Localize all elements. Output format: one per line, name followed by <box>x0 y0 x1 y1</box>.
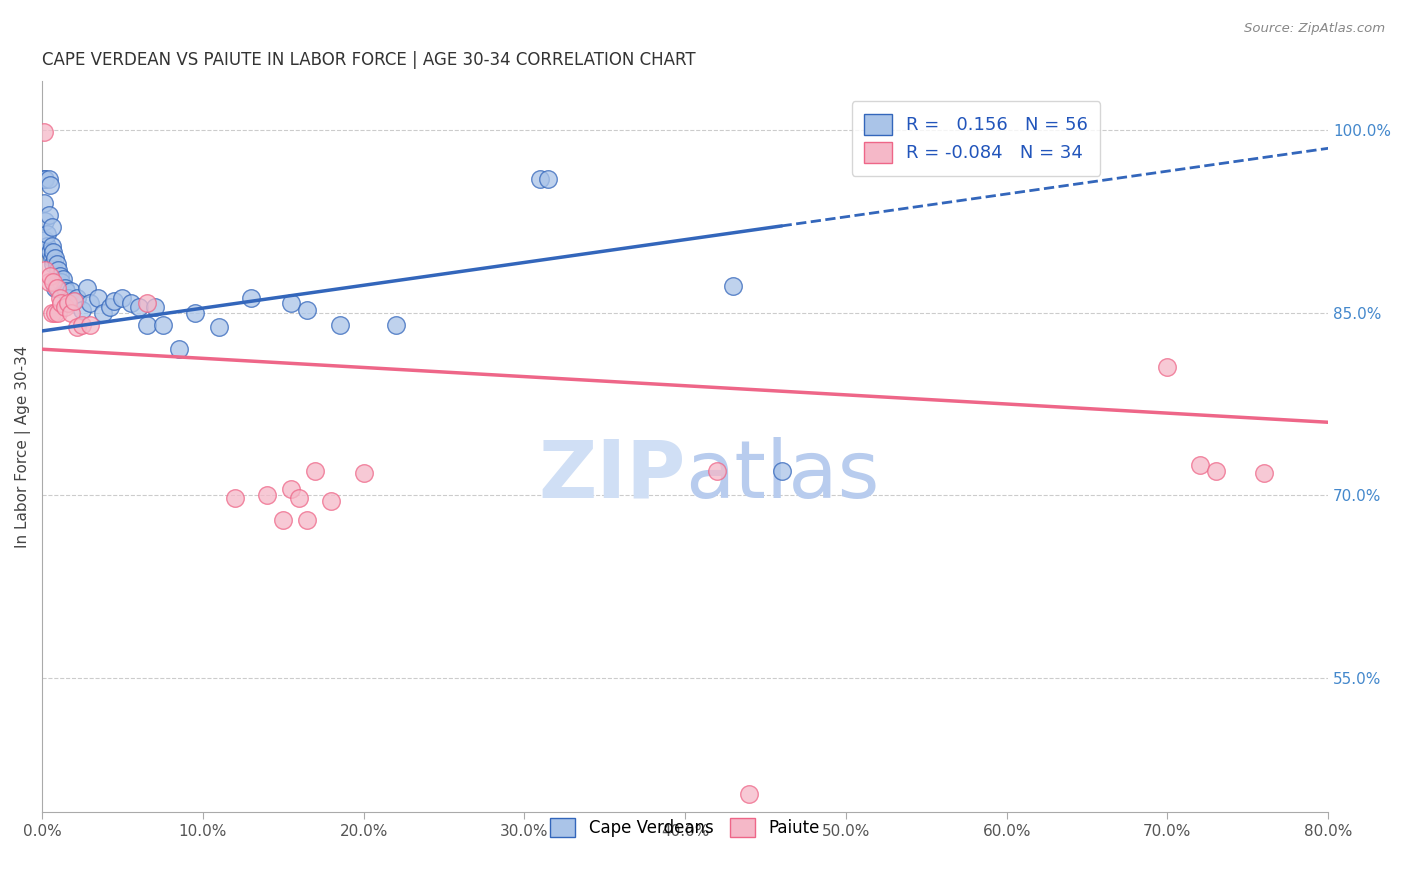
Y-axis label: In Labor Force | Age 30-34: In Labor Force | Age 30-34 <box>15 345 31 548</box>
Point <box>55 284 77 298</box>
Point <box>87 291 110 305</box>
Point <box>1253 467 1275 481</box>
Point <box>44 306 66 320</box>
Point <box>34 214 56 228</box>
Point <box>56 296 79 310</box>
Point <box>52 271 75 285</box>
Point <box>706 464 728 478</box>
Point <box>143 300 166 314</box>
Point <box>72 303 94 318</box>
Point <box>45 275 67 289</box>
Point <box>208 320 231 334</box>
Point <box>321 494 343 508</box>
Point <box>79 318 101 332</box>
Point <box>60 284 83 298</box>
Point <box>41 238 63 252</box>
Point <box>184 306 207 320</box>
Point <box>304 464 326 478</box>
Point <box>42 257 65 271</box>
Point <box>72 318 94 332</box>
Point <box>35 238 58 252</box>
Point <box>537 171 560 186</box>
Point <box>45 281 67 295</box>
Point <box>39 269 62 284</box>
Point <box>46 306 69 320</box>
Point <box>32 196 55 211</box>
Point <box>723 279 745 293</box>
Point <box>41 251 63 265</box>
Point <box>38 208 60 222</box>
Point <box>46 263 69 277</box>
Point <box>42 244 65 259</box>
Point <box>280 482 302 496</box>
Text: atlas: atlas <box>685 437 880 515</box>
Point <box>42 275 65 289</box>
Point <box>34 233 56 247</box>
Point <box>135 296 157 310</box>
Point <box>240 291 263 305</box>
Point <box>384 318 406 332</box>
Point <box>39 244 62 259</box>
Point <box>63 293 86 308</box>
Point <box>34 263 56 277</box>
Point <box>288 491 311 505</box>
Point <box>51 275 73 289</box>
Point <box>353 467 375 481</box>
Text: CAPE VERDEAN VS PAIUTE IN LABOR FORCE | AGE 30-34 CORRELATION CHART: CAPE VERDEAN VS PAIUTE IN LABOR FORCE | … <box>42 51 696 69</box>
Point <box>103 293 125 308</box>
Point <box>1156 360 1178 375</box>
Point <box>91 306 114 320</box>
Point <box>256 488 278 502</box>
Point <box>38 275 60 289</box>
Point <box>60 306 83 320</box>
Point <box>111 291 134 305</box>
Text: Source: ZipAtlas.com: Source: ZipAtlas.com <box>1244 22 1385 36</box>
Point <box>128 300 150 314</box>
Point <box>66 320 89 334</box>
Point <box>53 281 76 295</box>
Point <box>35 227 58 241</box>
Text: ZIP: ZIP <box>538 437 685 515</box>
Point <box>297 513 319 527</box>
Point <box>76 281 98 295</box>
Point <box>39 178 62 192</box>
Point <box>1205 464 1227 478</box>
Point <box>44 281 66 295</box>
Point <box>98 300 121 314</box>
Point <box>1188 458 1211 472</box>
Point <box>79 296 101 310</box>
Point <box>280 296 302 310</box>
Point <box>34 171 56 186</box>
Point <box>38 171 60 186</box>
Point <box>49 291 72 305</box>
Point <box>328 318 350 332</box>
Point <box>529 171 551 186</box>
Point <box>41 220 63 235</box>
Point <box>66 291 89 305</box>
Point <box>738 787 761 801</box>
Point <box>32 126 55 140</box>
Point <box>46 281 69 295</box>
Legend: Cape Verdeans, Paiute: Cape Verdeans, Paiute <box>544 811 827 844</box>
Point <box>32 171 55 186</box>
Point <box>63 293 86 308</box>
Point <box>120 296 142 310</box>
Point <box>135 318 157 332</box>
Point <box>167 342 190 356</box>
Point <box>51 296 73 310</box>
Point <box>53 300 76 314</box>
Point <box>271 513 294 527</box>
Point <box>770 464 793 478</box>
Point <box>297 303 319 318</box>
Point <box>224 491 246 505</box>
Point <box>56 291 79 305</box>
Point <box>41 306 63 320</box>
Point <box>44 251 66 265</box>
Point <box>45 257 67 271</box>
Point <box>49 269 72 284</box>
Point <box>152 318 174 332</box>
